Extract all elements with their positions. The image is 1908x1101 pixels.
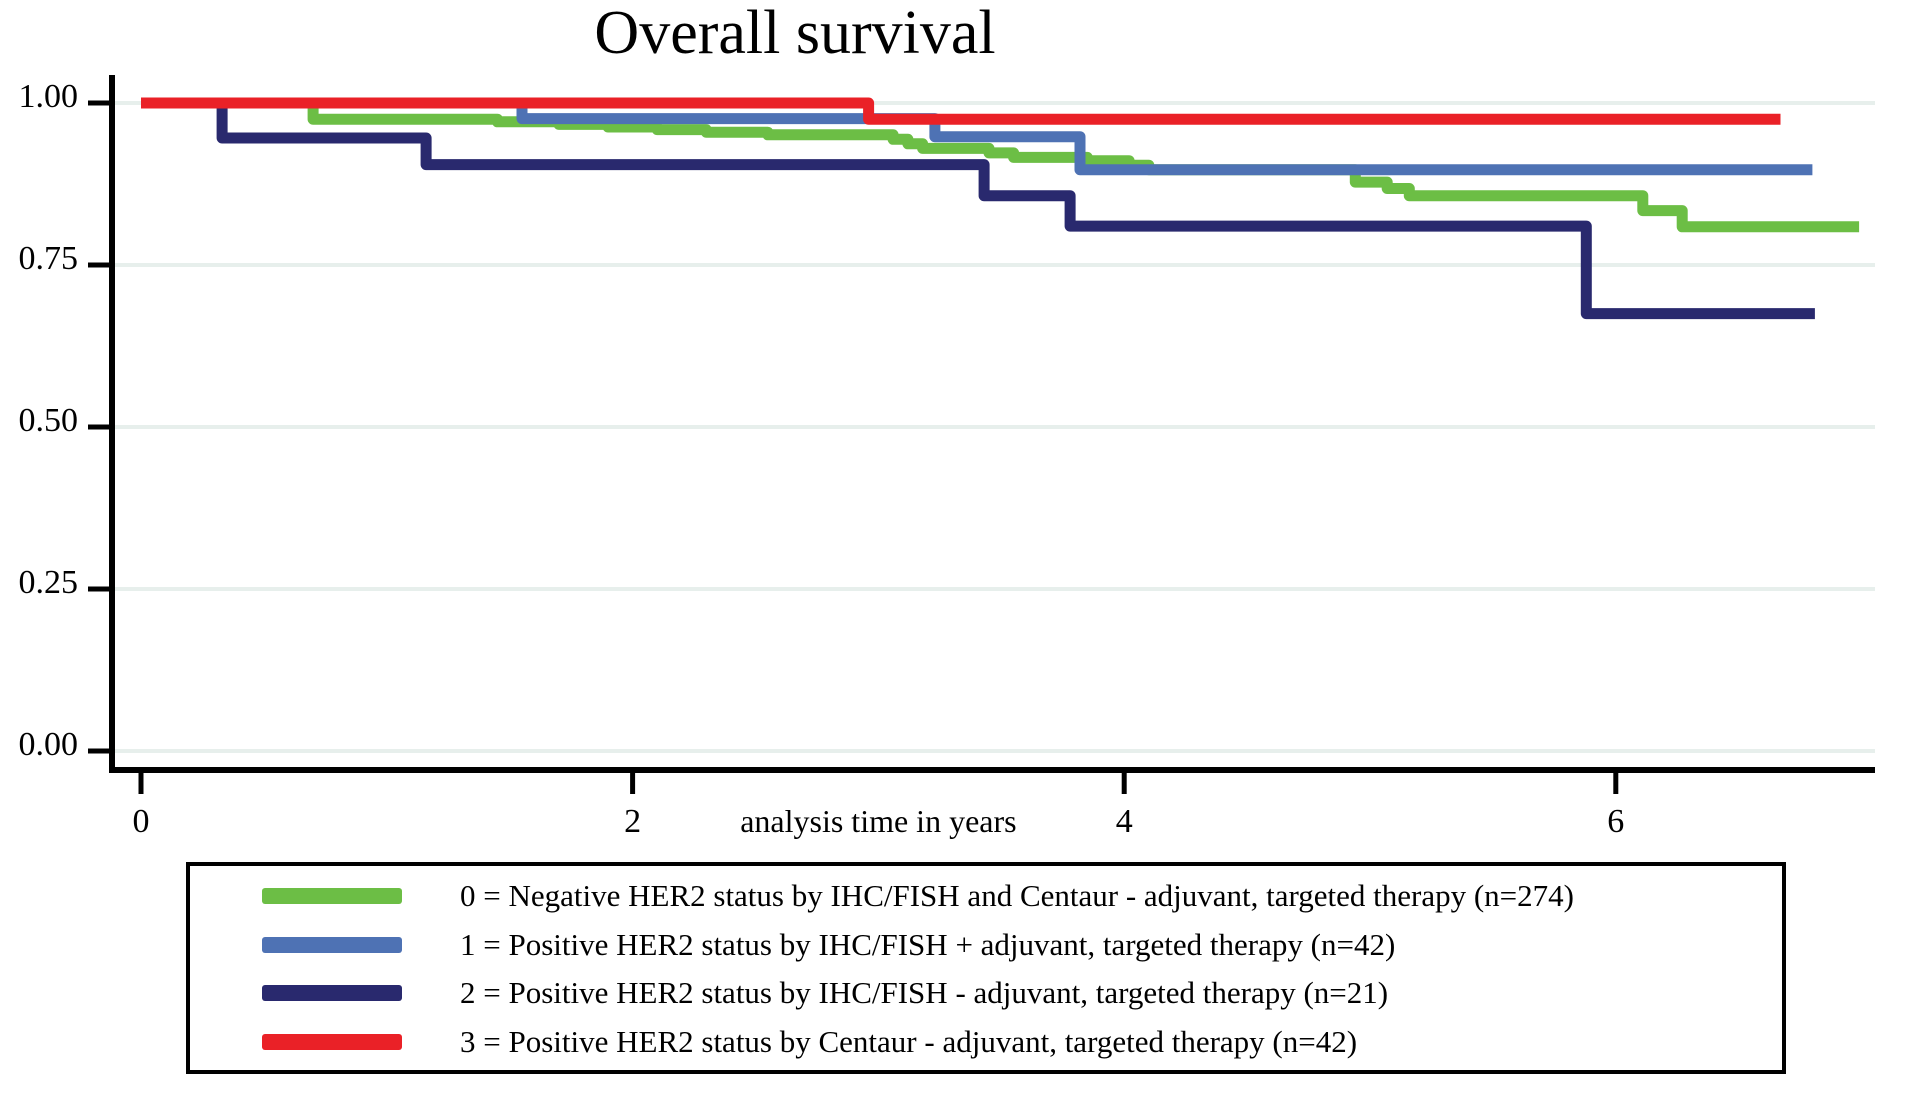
legend-line-swatch <box>262 936 402 953</box>
legend-line-swatch <box>262 888 402 905</box>
survival-chart: 1.00 0.75 0.50 0.25 0.00 0 2 4 6 analysis time in… <box>19 75 1875 840</box>
legend-line-swatch <box>262 1033 402 1050</box>
x-tick-label: 6 <box>1607 803 1624 840</box>
legend-label: 3 = Positive HER2 status by Centaur - ad… <box>460 1023 1358 1059</box>
km-curve-0 <box>141 97 1860 233</box>
legend-item-2: 2 = Positive HER2 status by IHC/FISH - a… <box>190 970 1782 1016</box>
km-curve-2 <box>141 97 1815 320</box>
y-tick-label: 0.25 <box>19 564 79 601</box>
x-tick-label: 4 <box>1116 803 1133 840</box>
x-axis-title: analysis time in years <box>740 803 1016 839</box>
y-tick-label: 0.75 <box>19 240 79 277</box>
chart-title: Overall survival <box>594 0 996 67</box>
legend-label: 1 = Positive HER2 status by IHC/FISH + a… <box>460 926 1396 962</box>
legend-item-3: 3 = Positive HER2 status by Centaur - ad… <box>190 1019 1782 1065</box>
y-tick-label: 0.50 <box>19 402 79 439</box>
legend-line-swatch <box>262 985 402 1002</box>
y-tick-label: 0.00 <box>19 726 79 763</box>
legend-item-1: 1 = Positive HER2 status by IHC/FISH + a… <box>190 922 1782 968</box>
legend-label: 2 = Positive HER2 status by IHC/FISH - a… <box>460 975 1389 1011</box>
legend-box: 0 = Negative HER2 status by IHC/FISH and… <box>186 862 1786 1074</box>
y-tick-label: 1.00 <box>19 78 79 115</box>
legend-label: 0 = Negative HER2 status by IHC/FISH and… <box>460 878 1574 914</box>
x-tick-label: 2 <box>624 803 641 840</box>
km-curve-3 <box>141 97 1781 125</box>
legend-item-0: 0 = Negative HER2 status by IHC/FISH and… <box>190 873 1782 919</box>
x-tick-label: 0 <box>133 803 150 840</box>
